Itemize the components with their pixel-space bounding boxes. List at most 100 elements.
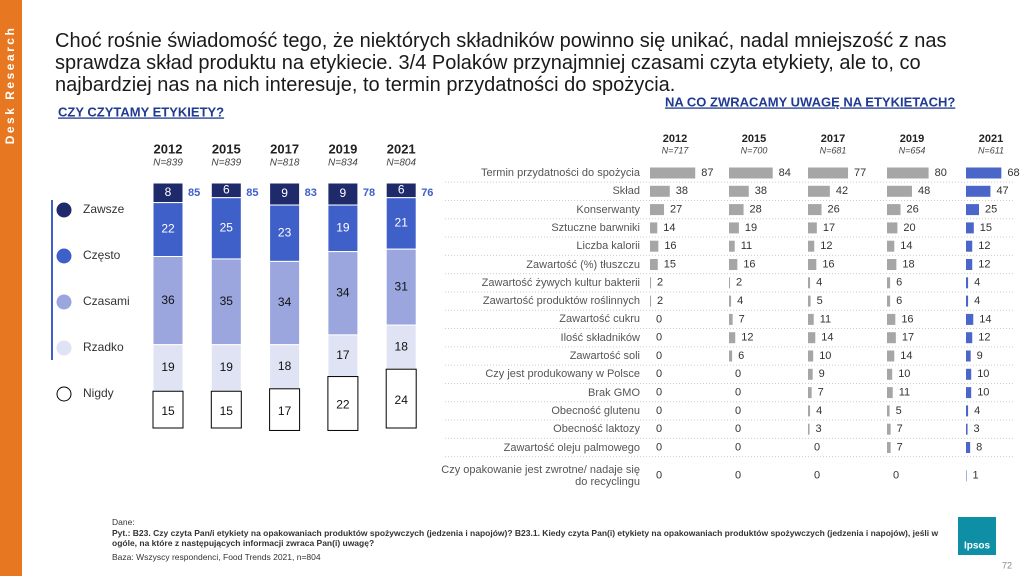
bar xyxy=(887,240,895,252)
bar xyxy=(808,240,815,252)
segment-label: 31 xyxy=(395,279,409,293)
chart1-title: CZY CZYTAMY ETYKIETY? xyxy=(58,104,224,119)
category-label: Brak GMO xyxy=(588,386,640,399)
value-label: 7 xyxy=(897,441,903,453)
bar xyxy=(887,332,896,344)
bar xyxy=(729,277,731,289)
legend-label: Czasami xyxy=(83,294,130,308)
value-label: 6 xyxy=(738,350,744,362)
bar xyxy=(650,277,652,289)
bar xyxy=(650,295,652,307)
value-label: 0 xyxy=(735,368,741,380)
value-label: 18 xyxy=(902,258,914,270)
value-label: 16 xyxy=(901,313,913,325)
bar xyxy=(966,167,1002,179)
bar xyxy=(966,350,971,362)
bar xyxy=(887,185,912,197)
year-label: 2015 xyxy=(212,141,241,156)
category-label: Konserwanty xyxy=(576,203,640,216)
value-label: 4 xyxy=(816,277,822,289)
bar xyxy=(808,313,814,325)
bar xyxy=(808,405,811,417)
bar xyxy=(887,259,897,270)
segment-label: 6 xyxy=(398,183,405,197)
value-label: 20 xyxy=(903,222,915,234)
bar xyxy=(729,350,733,362)
value-label: 0 xyxy=(814,470,820,482)
value-label: 0 xyxy=(656,332,662,344)
panel-sample-size: N=717 xyxy=(662,145,690,155)
category-label: Ilość składników xyxy=(560,331,640,344)
value-label: 0 xyxy=(735,387,741,399)
bar xyxy=(729,204,744,216)
bar xyxy=(887,167,929,179)
value-label: 2 xyxy=(657,295,663,307)
value-label: 16 xyxy=(822,258,834,270)
value-label: 15 xyxy=(980,222,992,234)
segment-label: 15 xyxy=(161,404,175,418)
bar xyxy=(650,185,670,197)
value-label: 10 xyxy=(977,387,989,399)
bar xyxy=(887,277,891,289)
value-label: 19 xyxy=(745,222,757,234)
bar xyxy=(808,387,812,399)
sample-size: N=804 xyxy=(386,158,416,169)
value-label: 14 xyxy=(663,222,675,234)
bar-segment xyxy=(385,197,417,250)
value-label: 0 xyxy=(656,470,662,482)
value-label: 16 xyxy=(664,240,676,252)
value-label: 27 xyxy=(670,204,682,216)
segment-label: 18 xyxy=(278,359,292,373)
value-label: 28 xyxy=(750,204,762,216)
value-label: 0 xyxy=(814,441,820,453)
bar xyxy=(887,405,890,417)
footnote-base: Baza: Wszyscy respondenci, Food Trends 2… xyxy=(112,552,321,562)
bar xyxy=(650,222,658,234)
bar xyxy=(966,277,969,289)
bar-segment xyxy=(385,248,417,326)
category-label: Zawartość produktów roślinnych xyxy=(482,295,640,308)
bar xyxy=(650,259,658,270)
value-label: 2 xyxy=(657,277,663,289)
legend-swatch xyxy=(56,248,72,264)
panel-sample-size: N=611 xyxy=(978,145,1004,155)
panel-sample-size: N=654 xyxy=(899,145,926,155)
segment-label: 19 xyxy=(336,220,350,234)
segment-label: 9 xyxy=(281,186,288,200)
value-label: 0 xyxy=(656,368,662,380)
value-label: 7 xyxy=(739,313,745,325)
value-label: 0 xyxy=(735,423,741,435)
bar xyxy=(966,442,971,453)
legend-label: Rzadko xyxy=(83,340,124,354)
bar-segment xyxy=(269,388,301,431)
bar xyxy=(729,259,738,270)
bar xyxy=(887,313,896,325)
value-label: 0 xyxy=(735,470,741,482)
bar xyxy=(887,204,901,216)
bar-segment xyxy=(152,256,184,346)
value-label: 26 xyxy=(907,204,919,216)
category-label: Obecność glutenu xyxy=(551,404,640,417)
legend-swatch xyxy=(56,294,72,310)
bar xyxy=(729,295,732,307)
value-label: 38 xyxy=(676,185,688,197)
year-label: 2017 xyxy=(270,141,299,156)
bar-segment xyxy=(152,390,184,429)
value-label: 4 xyxy=(737,295,743,307)
segment-label: 24 xyxy=(395,393,409,407)
value-label: 7 xyxy=(897,423,903,435)
bar-segment xyxy=(327,334,359,378)
category-label: Zawartość (%) tłuszczu xyxy=(526,258,640,271)
value-label: 87 xyxy=(701,167,713,179)
bar xyxy=(729,185,749,197)
segment-label: 8 xyxy=(165,185,172,199)
panel-year: 2019 xyxy=(900,133,924,145)
value-label: 10 xyxy=(898,368,910,380)
bar-segment xyxy=(327,251,359,336)
segment-label: 22 xyxy=(336,398,350,412)
bar xyxy=(966,259,973,270)
value-label: 4 xyxy=(974,405,980,417)
value-label: 0 xyxy=(735,405,741,417)
bar xyxy=(966,185,991,197)
legend-label: Często xyxy=(83,248,121,262)
